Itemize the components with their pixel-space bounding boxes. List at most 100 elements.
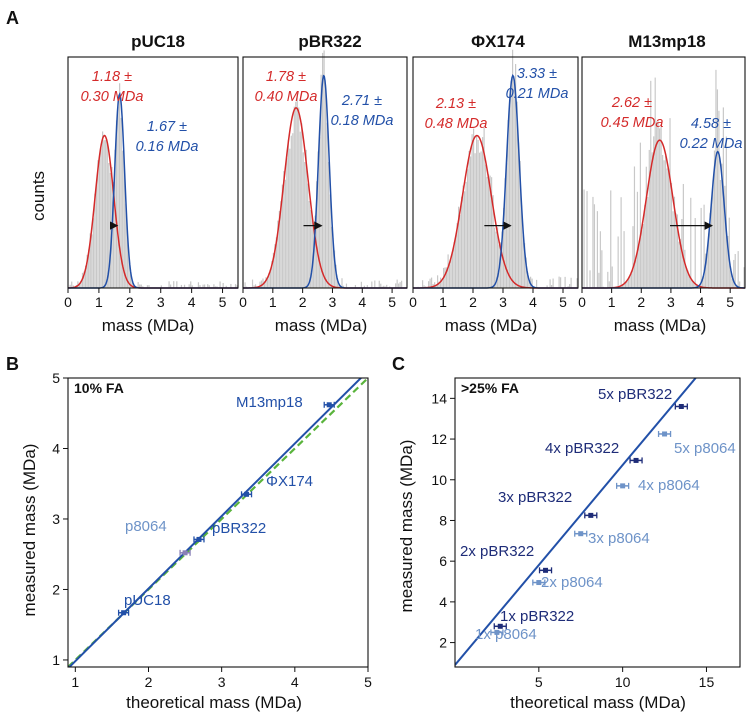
histogram-bar xyxy=(492,195,494,288)
histogram-bar xyxy=(560,277,562,288)
histogram-bar xyxy=(325,84,327,288)
point-5x-pbr322 xyxy=(678,403,684,409)
histogram-bar xyxy=(446,267,448,288)
histogram-bar xyxy=(289,148,291,288)
histogram-bar xyxy=(491,177,493,288)
histogram-bar xyxy=(173,281,175,288)
panel-c-ylabel: measured mass (MDa) xyxy=(397,440,416,613)
histogram-bar xyxy=(225,285,227,288)
histogram-bar xyxy=(188,284,190,288)
panel-b-xlabel: theoretical mass (MDa) xyxy=(126,693,302,712)
label-c-3x-pbr322: 3x pBR322 xyxy=(498,489,572,506)
histogram-bar xyxy=(656,121,658,288)
anno-phix174-blue-1: 3.33 ± xyxy=(517,66,557,82)
histogram-bar xyxy=(109,172,111,288)
histogram-m13mp18: 0 1 2 3 4 5 xyxy=(578,56,746,310)
histogram-bar xyxy=(429,278,431,288)
anno-pbr322-blue-2: 0.18 MDa xyxy=(331,113,394,129)
histogram-bar xyxy=(259,281,261,288)
histogram-bar xyxy=(123,161,125,288)
histogram-bar xyxy=(290,135,292,288)
histogram-bar xyxy=(380,283,382,288)
histogram-bar xyxy=(183,284,186,288)
histogram-bar xyxy=(586,191,588,288)
x-tick-label: 3 xyxy=(499,294,507,310)
histogram-bar xyxy=(308,200,310,288)
histogram-bar xyxy=(611,266,613,288)
histogram-puc18: 0 1 2 3 4 5 xyxy=(64,56,239,310)
anno-phix174-blue-2: 0.21 MDa xyxy=(506,86,569,102)
histogram-bar xyxy=(263,281,266,288)
histogram-bar xyxy=(441,280,443,288)
histogram-bar xyxy=(718,110,720,288)
histogram-bar xyxy=(95,184,98,288)
hist-frame xyxy=(581,56,746,289)
y-tick-label: 14 xyxy=(431,390,447,406)
histogram-bar xyxy=(480,151,482,288)
x-tick-label: 3 xyxy=(218,674,226,690)
histogram-bar xyxy=(479,152,481,288)
x-tick-label: 4 xyxy=(697,294,705,310)
point-φx174 xyxy=(244,491,250,497)
anno-puc18-red-2: 0.30 MDa xyxy=(81,89,144,105)
histogram-bar xyxy=(546,285,548,288)
hist-frame xyxy=(67,56,239,289)
histogram-bar xyxy=(455,237,457,288)
histogram-bar xyxy=(633,166,636,288)
histogram-bar xyxy=(106,143,108,288)
histogram-bar xyxy=(112,181,115,288)
hist-title-puc18: pUC18 xyxy=(131,32,185,51)
histogram-bar xyxy=(398,283,400,288)
histogram-bar xyxy=(244,282,246,288)
histogram-bar xyxy=(274,244,276,288)
histogram-bar xyxy=(648,149,650,288)
histogram-bar xyxy=(338,284,340,288)
histogram-bar xyxy=(727,235,729,288)
histogram-bar xyxy=(83,271,85,288)
histogram-bar xyxy=(470,156,472,288)
histogram-bar xyxy=(333,250,336,288)
histogram-bar xyxy=(743,267,745,288)
panel-b-ylabel: measured mass (MDa) xyxy=(20,444,39,617)
histogram-bar xyxy=(176,281,178,288)
y-tick-label: 2 xyxy=(52,581,60,597)
histogram-bar xyxy=(100,148,102,288)
histogram-bar xyxy=(260,280,263,288)
histogram-bar xyxy=(122,150,124,288)
histogram-bar xyxy=(638,244,640,288)
histogram-bar xyxy=(301,123,303,288)
histogram-bar xyxy=(630,273,633,288)
histogram-bar xyxy=(724,185,726,288)
histogram-bar xyxy=(527,272,529,288)
histogram-bar xyxy=(431,277,433,288)
histogram-bar xyxy=(142,286,144,288)
x-tick-label: 4 xyxy=(358,294,366,310)
histogram-bar xyxy=(513,81,515,288)
histogram-bar xyxy=(208,285,210,288)
histogram-bar xyxy=(254,284,257,288)
histogram-bar xyxy=(635,259,637,288)
x-tick-label: 2 xyxy=(126,294,134,310)
x-tick-label: 5 xyxy=(726,294,734,310)
x-tick-label: 3 xyxy=(667,294,675,310)
histogram-bar xyxy=(323,50,325,288)
histogram-bar xyxy=(374,280,376,288)
histogram-bar xyxy=(666,168,668,288)
histogram-bar xyxy=(704,253,707,288)
histogram-bar xyxy=(278,210,280,288)
histogram-bar xyxy=(522,235,524,288)
histogram-bar xyxy=(567,286,569,288)
histogram-bar xyxy=(486,176,488,288)
histogram-bar xyxy=(459,215,461,288)
histogram-bar xyxy=(140,284,142,288)
panel-c-fa-label: >25% FA xyxy=(461,380,519,396)
histogram-bar xyxy=(672,211,674,288)
histogram-bar xyxy=(148,285,150,288)
x-tick-label: 10 xyxy=(615,674,631,690)
histogram-bar xyxy=(329,194,331,288)
histogram-bar xyxy=(503,207,505,288)
histogram-bar xyxy=(536,279,538,288)
histogram-bar xyxy=(645,166,647,288)
label-c-2x-p8064: 2x p8064 xyxy=(541,574,603,591)
